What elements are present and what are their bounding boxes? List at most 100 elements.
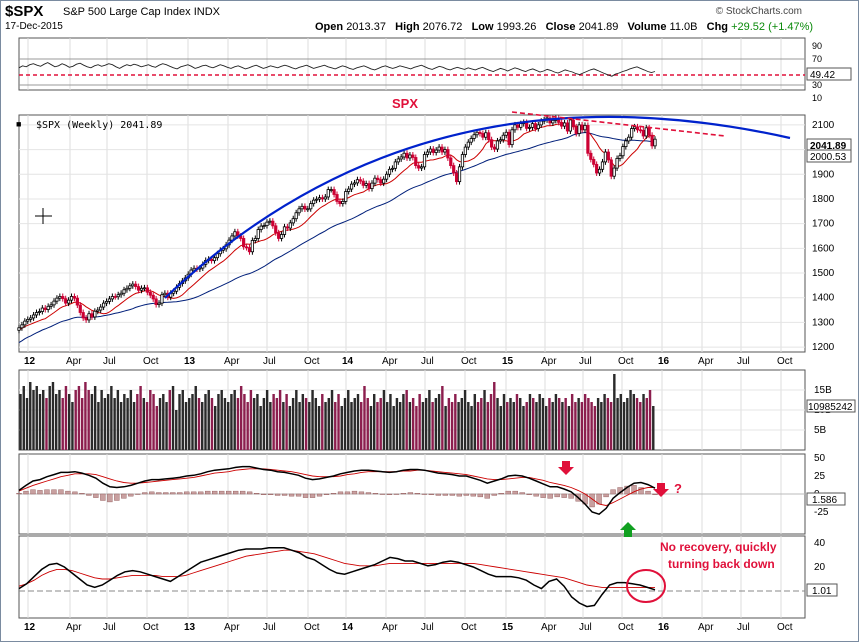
volume-bar [259, 406, 262, 450]
price-tick-label: 1800 [812, 194, 835, 205]
volume-bar [61, 398, 64, 450]
candle-body [17, 327, 21, 331]
volume-bar [223, 398, 227, 450]
candle-body [265, 221, 269, 227]
volume-bar [71, 402, 74, 450]
volume-bar [171, 386, 175, 450]
candle-body [209, 258, 214, 262]
red-down-arrow [558, 461, 574, 475]
volume-bar [298, 402, 301, 450]
volume-bar [239, 386, 243, 450]
volume-bar [314, 398, 318, 450]
pmo-tick-label: 20 [814, 562, 826, 573]
volume-bar [574, 402, 577, 450]
x-tick-label: 13 [184, 622, 196, 633]
candle-body [525, 122, 529, 129]
volume-bar [551, 402, 554, 450]
rsi-tick-label: 70 [812, 54, 822, 64]
candle-body [379, 179, 383, 184]
volume-bar [467, 402, 470, 450]
candle-body [277, 232, 281, 239]
candle-body [414, 157, 418, 167]
close-value: 2041.89 [578, 21, 619, 33]
candle-body [137, 286, 141, 291]
volume-bar [210, 398, 214, 450]
volume-bar [369, 406, 373, 450]
macd-histogram-bar [240, 490, 246, 495]
candle-body [242, 238, 246, 248]
volume-bar [178, 394, 181, 450]
volume-bar [502, 394, 506, 450]
candle-body [589, 152, 593, 160]
candle-body [452, 165, 456, 174]
x-tick-label: Jul [579, 622, 592, 633]
candle-body [408, 154, 412, 159]
volume-bar [648, 390, 652, 450]
candle-body [434, 149, 438, 153]
volume-bar [175, 410, 178, 450]
volume-bar [155, 406, 159, 450]
macd-histogram-bar [177, 492, 183, 495]
volume-bar [340, 406, 343, 450]
macd-histogram-bar [414, 493, 421, 495]
candle-body [417, 165, 421, 169]
candle-body [128, 285, 132, 289]
candle-body [309, 203, 313, 210]
red-down-arrow [653, 483, 669, 497]
candle-body [332, 189, 336, 195]
macd-histogram-bar [400, 493, 407, 495]
candle-body [612, 167, 616, 177]
candle-body [93, 310, 97, 318]
candle-body [490, 139, 494, 148]
candle-body [110, 296, 114, 300]
volume-bar [123, 394, 126, 450]
volume-value-tag [806, 399, 856, 413]
candle-body [338, 201, 342, 205]
candle-body [244, 246, 249, 249]
volume-bar [262, 398, 266, 450]
candle-body [271, 220, 275, 227]
candle-body [116, 294, 120, 298]
candle-body [139, 287, 144, 291]
volume-bar [295, 390, 298, 450]
candle-body [253, 238, 257, 241]
volume-bar [35, 386, 38, 450]
x-tick-label: Jul [737, 622, 750, 633]
x-tick-label: 16 [658, 356, 670, 367]
volume-bar [561, 402, 564, 450]
macd-histogram-bar [393, 493, 400, 495]
macd-histogram-bar [652, 493, 658, 495]
rsi-current-value: 49.42 [810, 70, 835, 81]
low-label: Low [471, 21, 494, 33]
volume-bar [593, 406, 597, 450]
candle-body [361, 180, 365, 186]
volume-current-value: 10985242 [808, 402, 853, 413]
volume-bar [398, 402, 402, 450]
volume-bar [220, 390, 223, 450]
volume-bar [408, 402, 412, 450]
candle-body [618, 155, 622, 159]
candle-body [122, 289, 126, 294]
macd-histogram-bar [149, 491, 155, 495]
candle-body [455, 172, 459, 183]
volume-bar [418, 394, 421, 450]
candle-body [638, 129, 643, 132]
candle-body [536, 124, 540, 129]
candle-body [250, 240, 254, 253]
x-tick-label: 15 [502, 356, 514, 367]
candle-body [492, 146, 497, 150]
macd-histogram-bar [316, 493, 323, 497]
candle-body [437, 146, 441, 151]
x-tick-label: 16 [658, 622, 670, 633]
candle-body [314, 198, 319, 201]
candle-body [104, 300, 109, 304]
volume-bar [583, 394, 587, 450]
macd-histogram-bar [142, 492, 148, 495]
macd-histogram-bar [407, 492, 414, 495]
x-tick-label: Jul [263, 622, 276, 633]
candle-body [247, 247, 252, 253]
price-tick-label: 2100 [812, 120, 835, 131]
volume-value: 11.0B [669, 21, 698, 33]
candle-body [513, 124, 517, 131]
